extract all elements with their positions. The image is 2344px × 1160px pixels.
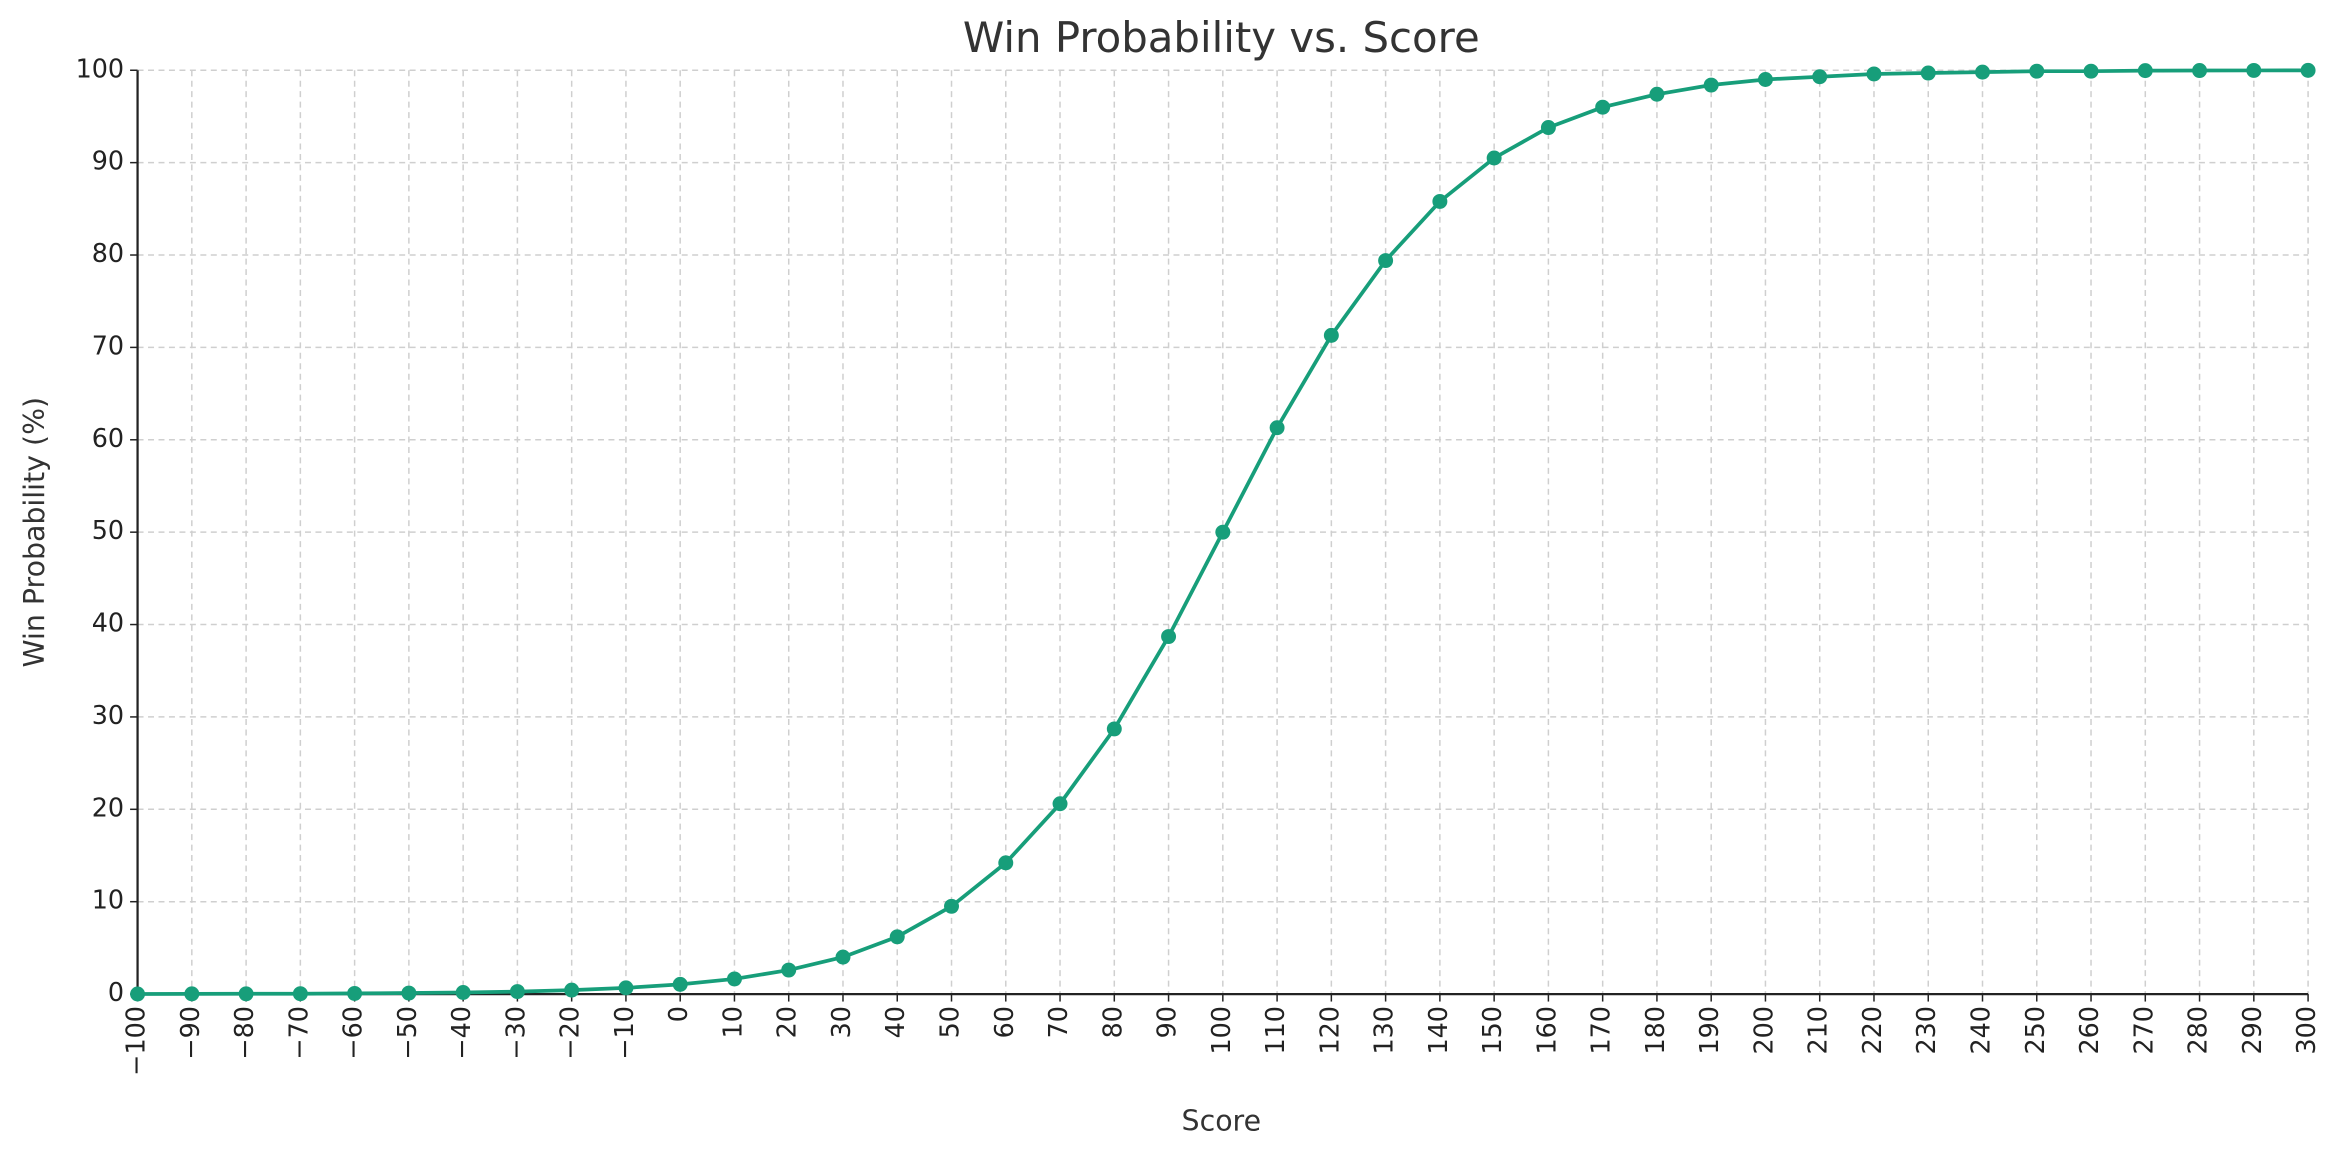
data-point — [944, 898, 959, 914]
data-point — [1812, 69, 1828, 85]
data-point — [1161, 629, 1177, 645]
x-tick-label: 280 — [2183, 1006, 2213, 1055]
data-point — [1649, 86, 1665, 102]
data-point — [1540, 120, 1556, 136]
y-tick-label: 50 — [92, 515, 124, 545]
x-tick-label: 140 — [1423, 1006, 1453, 1054]
x-tick-label: 230 — [1911, 1006, 1941, 1054]
x-tick-label: 20 — [772, 1006, 802, 1038]
x-tick-label: 30 — [826, 1006, 856, 1038]
x-tick-label: 130 — [1369, 1006, 1399, 1055]
x-tick-label: 90 — [1152, 1006, 1182, 1038]
x-tick-label: 240 — [1966, 1006, 1996, 1054]
data-point — [726, 971, 742, 987]
x-tick-label: 150 — [1477, 1006, 1507, 1055]
x-tick-label: 250 — [2020, 1006, 2050, 1054]
y-axis-label: Win Probability (%) — [18, 397, 51, 668]
data-point — [998, 855, 1014, 871]
y-tick-label: 0 — [108, 977, 124, 1007]
data-point — [1920, 65, 1936, 81]
data-point — [292, 986, 308, 1002]
y-tick-label: 20 — [92, 792, 124, 822]
data-point — [889, 929, 905, 945]
data-point — [347, 985, 363, 1001]
data-point — [835, 949, 851, 965]
x-tick-label: −40 — [446, 1006, 476, 1060]
x-tick-label: 260 — [2074, 1006, 2104, 1054]
data-point — [1432, 193, 1448, 209]
data-point — [1215, 524, 1231, 540]
y-tick-label: 30 — [92, 700, 124, 730]
data-point — [1052, 796, 1068, 812]
x-tick-label: 70 — [1043, 1006, 1073, 1038]
data-point — [672, 976, 688, 992]
data-point — [1323, 327, 1339, 343]
x-tick-label: 300 — [2291, 1006, 2321, 1054]
x-tick-label: −50 — [392, 1006, 422, 1060]
data-point — [1106, 721, 1122, 737]
y-tick-label: 70 — [92, 330, 124, 360]
data-point — [1378, 253, 1394, 269]
data-point — [1975, 64, 1990, 80]
x-tick-label: 60 — [989, 1006, 1019, 1038]
chart-title: Win Probability vs. Score — [963, 13, 1480, 62]
x-tick-label: 220 — [1857, 1006, 1887, 1054]
x-tick-label: 120 — [1314, 1006, 1344, 1055]
data-point — [2300, 62, 2316, 78]
y-tick-label: 80 — [92, 238, 124, 268]
data-point — [1866, 66, 1882, 82]
x-tick-label: 40 — [880, 1006, 910, 1038]
x-tick-label: 190 — [1694, 1006, 1724, 1054]
x-tick-label: −90 — [175, 1006, 205, 1060]
x-tick-label: 80 — [1097, 1006, 1127, 1038]
data-point — [1757, 72, 1773, 87]
data-point — [564, 982, 580, 998]
data-point — [238, 986, 254, 1002]
x-axis-label: Score — [1182, 1105, 1262, 1138]
data-point — [2192, 63, 2208, 79]
data-point — [2246, 62, 2262, 78]
x-tick-label: 170 — [1586, 1006, 1616, 1054]
data-point — [781, 962, 797, 978]
x-tick-label: 200 — [1748, 1006, 1778, 1054]
x-tick-label: −80 — [229, 1006, 259, 1060]
x-tick-label: 100 — [1206, 1006, 1236, 1055]
data-point — [130, 986, 146, 1002]
x-tick-label: 50 — [935, 1006, 965, 1038]
y-tick-label: 60 — [92, 423, 124, 453]
x-tick-label: −30 — [500, 1006, 530, 1060]
data-point — [1486, 150, 1502, 166]
x-tick-label: −20 — [555, 1006, 585, 1060]
x-tick-label: −10 — [609, 1006, 639, 1060]
x-tick-label: 180 — [1640, 1006, 1670, 1054]
y-tick-label: 100 — [76, 53, 125, 83]
data-point — [401, 985, 417, 1001]
data-point — [2083, 63, 2099, 79]
x-tick-label: 110 — [1260, 1006, 1290, 1054]
data-point — [1269, 420, 1285, 436]
x-tick-label: −70 — [283, 1006, 313, 1060]
x-tick-label: 290 — [2237, 1006, 2267, 1054]
x-tick-label: 270 — [2128, 1006, 2158, 1055]
x-tick-label: −60 — [338, 1006, 368, 1060]
data-point — [2029, 63, 2045, 79]
x-tick-label: 0 — [663, 1006, 693, 1022]
data-point — [509, 984, 525, 1000]
data-point — [618, 980, 634, 996]
data-point — [1703, 77, 1719, 93]
y-tick-label: 40 — [92, 608, 124, 638]
data-point — [2137, 63, 2153, 79]
data-point — [184, 986, 200, 1002]
x-tick-label: 160 — [1531, 1006, 1561, 1055]
x-tick-label: 210 — [1803, 1006, 1833, 1054]
x-tick-label: 10 — [717, 1006, 747, 1038]
data-point — [455, 985, 471, 1000]
y-tick-label: 90 — [92, 146, 124, 176]
data-point — [1595, 99, 1611, 115]
x-tick-label: −100 — [121, 1006, 151, 1076]
y-tick-label: 10 — [92, 885, 124, 915]
